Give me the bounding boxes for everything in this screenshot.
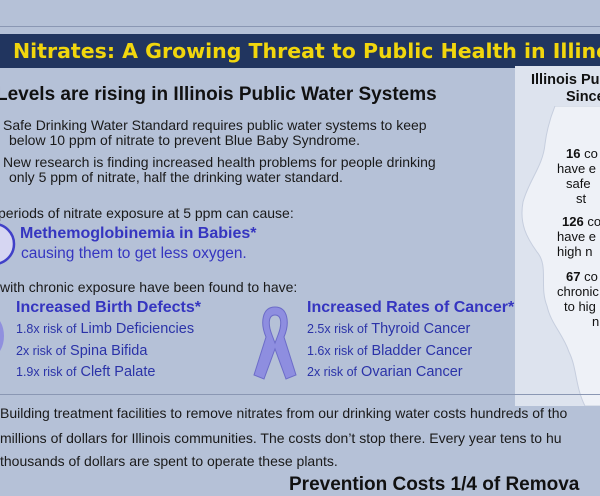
stat3-number: 67 [566,269,581,284]
sidebar-title-line1: Illinois Pu [531,72,600,88]
stat2-number: 126 [562,214,584,229]
paragraph1-line2: below 10 ppm of nitrate to prevent Blue … [9,132,360,148]
cancer-risk-3: 2x risk of Ovarian Cancer [307,364,463,380]
birth-defect-icon [0,321,4,351]
illinois-map-outline [521,106,600,406]
cancer-risk-1: 2.5x risk of Thyroid Cancer [307,321,471,337]
exposure-intro: periods of nitrate exposure at 5 ppm can… [0,205,294,221]
paragraph2-line1: New research is finding increased health… [3,154,436,170]
top-strip [0,0,600,27]
stat1-line4: st [576,191,587,206]
sidebar-title-line2: Since [566,89,600,105]
birth-defect-risk-2: 2x risk of Spina Bifida [16,343,148,359]
costs-line1: Building treatment facilities to remove … [0,405,568,421]
stat1-number: 16 [566,146,581,161]
cancer-title: Increased Rates of Cancer* [307,299,515,316]
stat2-line3: high n [557,244,593,259]
banner-title: Nitrates: A Growing Threat to Public Hea… [13,39,600,63]
paragraph2-line2: only 5 ppm of nitrate, half the drinking… [9,169,343,185]
stat2-line2: have e [557,229,597,244]
stat2-line1: 126 co [562,214,600,229]
cancer-ribbon-icon [253,306,297,380]
stat1-line1: 16 co [566,146,598,161]
stat3-line1: 67 co [566,269,598,284]
paragraph1-line1: Safe Drinking Water Standard requires pu… [3,117,427,133]
chronic-intro: with chronic exposure have been found to… [0,279,298,295]
stat3-line3: to hig [564,299,596,314]
birth-defects-title: Increased Birth Defects* [16,299,201,316]
stat1-line2: have e [557,161,597,176]
section-divider [0,394,600,395]
stat3-line2: chronic [557,284,599,299]
costs-line3: thousands of dollars are spent to operat… [0,453,338,469]
methemoglobinemia-title: Methemoglobinemia in Babies* [20,225,257,242]
birth-defect-risk-3: 1.9x risk of Cleft Palate [16,364,156,380]
stat3-line4: n [592,314,600,329]
baby-circle-icon [0,223,16,265]
costs-line2: millions of dollars for Illinois communi… [0,430,562,446]
stat1-line3: safe [566,176,591,191]
main-heading: Levels are rising in Illinois Public Wat… [0,84,437,105]
footer-title: Prevention Costs 1/4 of Remova [289,474,580,495]
methemoglobinemia-desc: causing them to get less oxygen. [21,245,247,262]
title-banner: Nitrates: A Growing Threat to Public Hea… [0,34,600,68]
birth-defect-risk-1: 1.8x risk of Limb Deficiencies [16,321,195,337]
cancer-risk-2: 1.6x risk of Bladder Cancer [307,343,473,359]
